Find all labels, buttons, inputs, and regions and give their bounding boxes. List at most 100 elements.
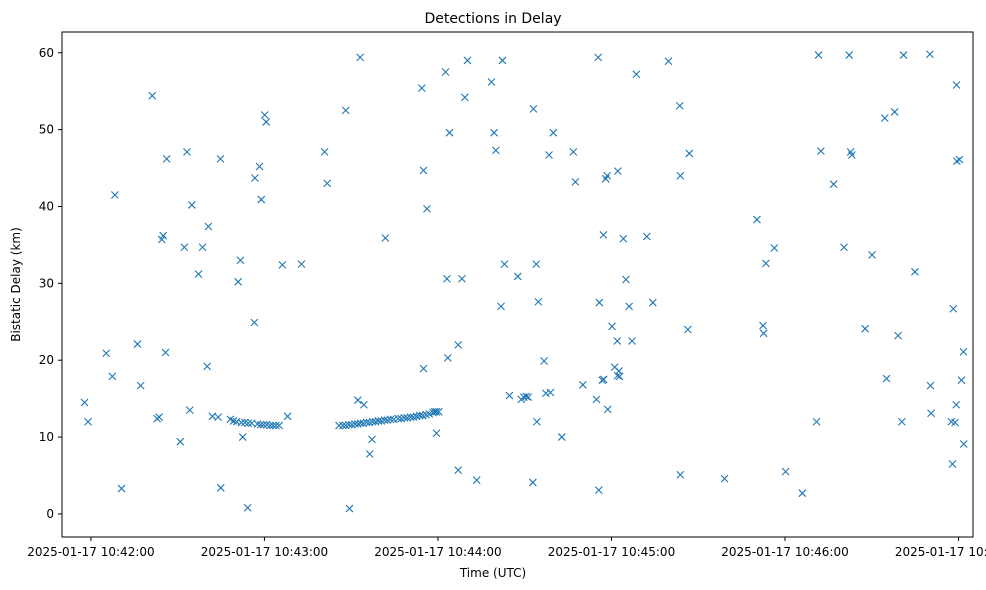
data-point [513, 272, 522, 281]
data-point [155, 413, 164, 421]
data-point [297, 260, 306, 269]
data-point [180, 243, 189, 252]
data-point [432, 429, 441, 438]
data-point [323, 179, 332, 188]
data-point [759, 329, 768, 338]
data-point [594, 53, 603, 62]
data-point [845, 51, 854, 59]
data-point [458, 274, 466, 283]
data-point [599, 375, 608, 384]
data-point [529, 104, 538, 113]
data-point [816, 147, 825, 156]
data-point [490, 128, 498, 137]
data-point [594, 486, 603, 495]
data-point [781, 467, 790, 476]
x-tick-label: 2025-01-17 10:42:00 [27, 545, 154, 559]
data-point [951, 418, 959, 427]
data-point [608, 322, 616, 331]
data-point [238, 433, 247, 441]
data-point [491, 146, 500, 155]
data-point [625, 302, 634, 311]
data-point [524, 393, 533, 401]
data-point [80, 398, 89, 407]
data-point [136, 381, 145, 390]
data-point [472, 476, 481, 485]
data-point [441, 68, 450, 76]
x-tick-label: 2025-01-17 10:43:00 [201, 545, 328, 559]
data-point [159, 231, 168, 240]
data-point [814, 51, 823, 59]
y-tick-label: 20 [39, 353, 54, 367]
data-point [443, 274, 451, 283]
data-point [454, 340, 463, 349]
data-point [498, 56, 507, 65]
data-point [868, 251, 876, 259]
data-point [959, 440, 968, 448]
data-point [619, 234, 628, 243]
data-point [275, 421, 284, 430]
data-point [345, 504, 354, 513]
data-point [897, 417, 906, 426]
data-point [251, 174, 259, 182]
data-point [613, 371, 622, 380]
data-point [770, 244, 779, 252]
data-point [117, 484, 126, 493]
data-point [283, 412, 292, 421]
data-point [615, 372, 624, 381]
data-point [430, 407, 439, 416]
y-tick-label: 10 [39, 430, 54, 444]
data-point [133, 340, 142, 348]
y-axis-ticks: 0 10 20 30 40 50 60 [39, 46, 62, 521]
data-point [255, 162, 264, 171]
data-point [592, 395, 601, 404]
y-tick-label: 50 [39, 123, 54, 137]
data-point [534, 297, 543, 306]
data-point [111, 191, 119, 199]
data-point [882, 374, 891, 383]
data-point [632, 70, 641, 79]
data-point [952, 81, 961, 89]
data-point [244, 419, 253, 428]
data-point [683, 325, 692, 334]
data-point [266, 421, 275, 430]
data-point [257, 195, 266, 204]
x-axis-ticks: 2025-01-17 10:42:00 2025-01-17 10:43:00 20… [27, 537, 986, 559]
data-point [948, 460, 957, 468]
data-point [549, 128, 558, 137]
data-point [250, 318, 259, 327]
data-point [910, 267, 919, 276]
data-point [497, 302, 505, 311]
data-point [198, 243, 207, 252]
data-point [262, 118, 271, 126]
data-point [259, 420, 268, 429]
data-point [599, 231, 608, 239]
data-point [108, 372, 117, 381]
data-point [685, 149, 694, 158]
data-point [613, 167, 622, 176]
data-point [628, 337, 636, 345]
data-point [216, 154, 225, 163]
data-point [899, 51, 908, 59]
data-point [162, 154, 171, 163]
data-point [500, 260, 509, 269]
data-point [360, 400, 368, 409]
data-point [381, 234, 390, 242]
data-point [753, 215, 761, 224]
data-point [84, 417, 92, 426]
x-tick-label: 2025-01-17 10:46:00 [721, 545, 848, 559]
data-point [256, 420, 265, 429]
data-point [532, 417, 541, 426]
data-point [622, 275, 630, 284]
data-point [443, 354, 452, 362]
data-point [237, 418, 246, 427]
data-point [861, 324, 870, 333]
data-point [926, 50, 934, 59]
data-point [957, 376, 966, 385]
data-point [260, 111, 269, 119]
data-point [571, 177, 580, 186]
data-point [829, 180, 838, 189]
data-point [894, 331, 902, 340]
data-point [269, 421, 278, 430]
data-point [335, 421, 343, 430]
